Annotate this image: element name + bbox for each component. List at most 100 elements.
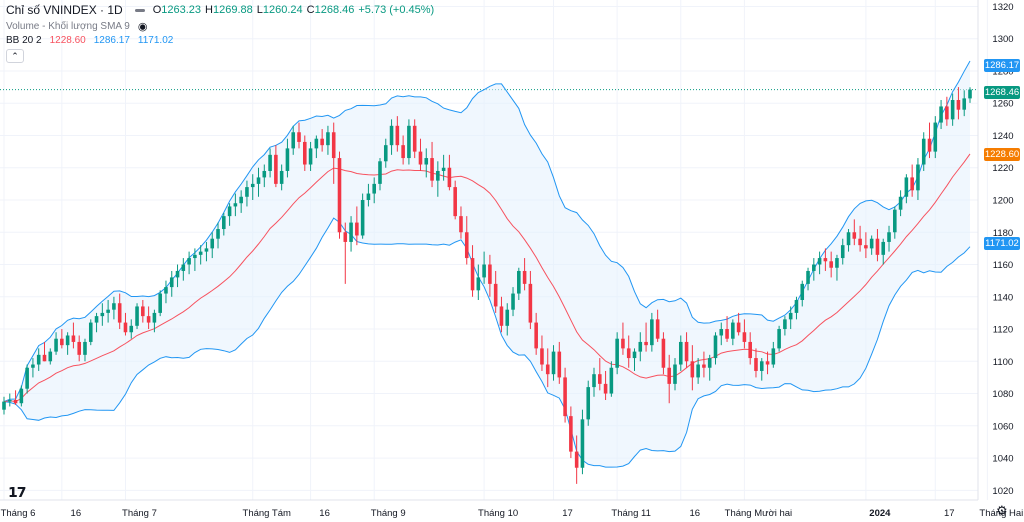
candle-body [904,177,909,197]
candle-body [308,148,313,165]
candle [522,258,527,291]
x-tick-label: 16 [689,508,700,519]
symbol-title[interactable]: Chỉ số VNINDEX · 1D [6,3,123,17]
gear-icon[interactable]: ⚙ [996,503,1008,518]
y-tick-label: 1100 [993,357,1013,368]
candle [921,132,926,171]
candle-body [945,106,949,120]
candle [48,348,53,365]
candle-body [667,367,672,384]
candle-body [950,100,955,120]
candle-body [158,293,162,313]
chevron-up-icon[interactable]: ⌃ [6,49,24,63]
candle [268,148,272,178]
candle-body [383,145,388,162]
y-tick-label: 1160 [993,260,1013,271]
candle-body [424,158,429,165]
close-price-badge: 1268.46 [984,86,1020,99]
candle-body [852,232,857,239]
x-tick-label: 17 [562,508,573,519]
x-tick-label: Tháng 9 [371,508,406,519]
bb-label[interactable]: BB 20 2 [6,35,42,46]
candle [372,177,376,204]
volume-label[interactable]: Volume - Khối lượng SMA 9 [6,21,130,32]
candle [158,290,162,317]
candle [598,358,602,391]
y-tick-label: 1140 [993,292,1013,303]
time-axis: Tháng 6 16 Tháng 7 Tháng Tám 16 Tháng 9 Tháng … [1,508,1024,519]
x-tick-label: 17 [944,508,955,519]
candle-body [476,277,481,291]
candle [829,251,833,278]
candle-body [100,312,105,317]
candle-body [806,270,810,284]
candle [285,138,290,178]
candle [702,351,706,378]
candle-body [933,122,938,152]
basis-badge: 1228.60 [984,148,1020,161]
candle [731,319,735,346]
candle-body [759,361,764,371]
candle [239,190,243,213]
candle [904,174,909,204]
candle-body [320,138,324,146]
change-value: +5.73 (+0.45%) [358,4,435,16]
candle-body [366,193,371,200]
candle [250,174,255,200]
candle [574,435,579,484]
candle-body [875,238,880,255]
candle [112,296,116,320]
candle-body [916,164,920,191]
bb-upper-value: 1286.17 [93,35,130,46]
candle-body [598,374,602,384]
candle [800,280,805,307]
candle-body [569,416,573,452]
candle-body [152,312,157,323]
candle-body [887,232,891,242]
candle-body [337,158,342,233]
candle-body [488,264,492,284]
candle [146,306,151,330]
candle-body [407,125,411,159]
candle [759,358,764,381]
candle [927,122,932,159]
candle [77,335,81,362]
candle [401,135,405,165]
candle [135,303,139,330]
candle [378,158,382,191]
candle [476,264,481,300]
candle [331,122,336,184]
candle [788,306,793,330]
candle [945,96,949,126]
candle-body [528,283,533,323]
candle-body [864,245,868,249]
candle [19,385,24,407]
candle-body [725,329,729,339]
close-value: C1268.46 [306,4,355,16]
tradingview-logo[interactable]: 𝟭𝟳 [8,484,27,500]
x-tick-label: Tháng Mười hai [725,508,793,519]
candle-body [164,287,168,294]
candle [302,135,307,171]
candle [678,335,683,371]
candle-body [927,138,932,152]
candle-body [227,206,232,217]
candle-body [169,277,174,288]
candle-body [436,170,440,181]
candle-body [464,232,469,259]
candle [962,90,967,117]
candle [175,264,180,288]
y-tick-label: 1040 [992,454,1013,465]
candle-body [551,351,556,375]
candle [337,151,342,239]
candle-body [418,151,423,165]
candle-body [459,216,463,233]
candle [835,254,839,281]
candle [517,267,521,300]
candle-body [274,154,278,184]
eye-icon[interactable]: ◉ [137,21,148,33]
candle [412,119,417,159]
candle-body [245,187,249,197]
candle [355,206,359,246]
